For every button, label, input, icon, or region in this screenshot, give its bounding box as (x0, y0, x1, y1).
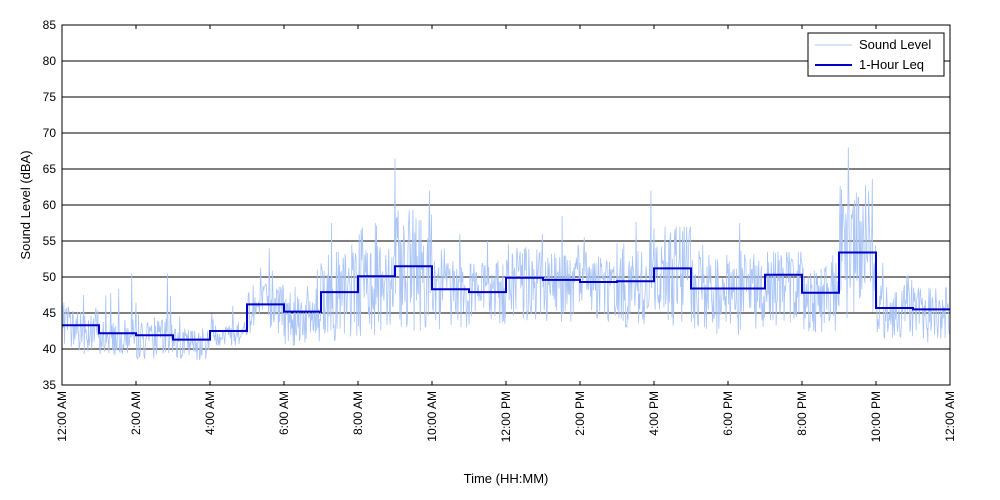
y-tick-label: 60 (43, 198, 57, 212)
x-tick-label: 2:00 AM (129, 391, 143, 435)
x-axis-ticks: 12:00 AM 2:00 AM 4:00 AM 6:00 AM 8:00 AM 10:0… (55, 25, 957, 442)
x-tick-label: 10:00 PM (869, 391, 883, 442)
y-tick-label: 85 (43, 18, 57, 32)
legend: Sound Level 1-Hour Leq (807, 32, 945, 77)
y-tick-label: 70 (43, 126, 57, 140)
y-tick-label: 55 (43, 234, 57, 248)
x-tick-label: 4:00 AM (203, 391, 217, 435)
x-tick-label: 12:00 AM (943, 391, 957, 442)
y-tick-label: 40 (43, 342, 57, 356)
x-tick-label: 6:00 AM (277, 391, 291, 435)
y-tick-label: 35 (43, 378, 57, 392)
y-tick-label: 45 (43, 306, 57, 320)
legend-box (807, 32, 945, 77)
y-tick-label: 80 (43, 54, 57, 68)
x-tick-label: 12:00 AM (55, 391, 69, 442)
y-tick-label: 50 (43, 270, 57, 284)
y-axis-label: Sound Level (dBA) (18, 150, 33, 259)
x-tick-label: 8:00 AM (351, 391, 365, 435)
legend-label-sound-level: Sound Level (859, 37, 931, 52)
leq-step-line (62, 251, 950, 341)
x-tick-label: 12:00 PM (499, 391, 513, 442)
x-tick-label: 6:00 PM (721, 391, 735, 436)
x-tick-label: 10:00 AM (425, 391, 439, 442)
x-axis-label: Time (HH:MM) (464, 471, 549, 486)
x-tick-label: 8:00 PM (795, 391, 809, 436)
x-tick-label: 2:00 PM (573, 391, 587, 436)
x-tick-label: 4:00 PM (647, 391, 661, 436)
legend-label-leq: 1-Hour Leq (859, 57, 924, 72)
y-tick-label: 75 (43, 90, 57, 104)
leq-series (62, 251, 950, 341)
y-tick-label: 65 (43, 162, 57, 176)
y-axis-ticks: 35 40 45 50 55 60 65 70 75 80 85 (43, 18, 57, 392)
